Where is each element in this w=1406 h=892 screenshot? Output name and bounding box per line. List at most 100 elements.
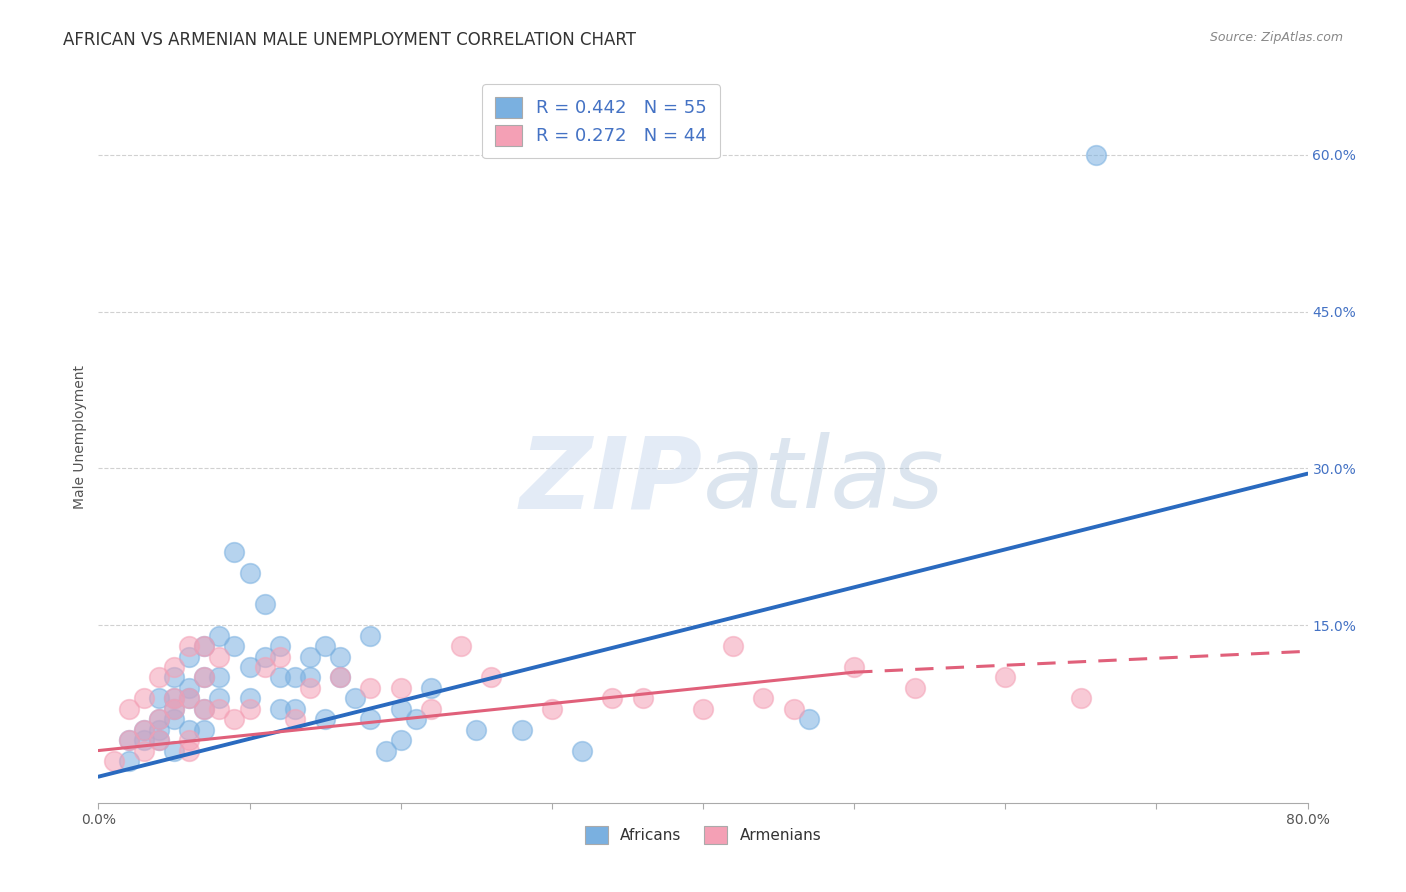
Point xyxy=(208,649,231,664)
Point xyxy=(269,670,291,684)
Point xyxy=(179,681,201,695)
Point xyxy=(389,681,412,695)
Point xyxy=(148,691,170,706)
Point xyxy=(314,712,336,726)
Point xyxy=(602,691,624,706)
Point xyxy=(224,712,246,726)
Point xyxy=(239,660,262,674)
Text: AFRICAN VS ARMENIAN MALE UNEMPLOYMENT CORRELATION CHART: AFRICAN VS ARMENIAN MALE UNEMPLOYMENT CO… xyxy=(63,31,637,49)
Point xyxy=(844,660,866,674)
Text: ZIP: ZIP xyxy=(520,433,703,530)
Point xyxy=(193,639,215,653)
Point xyxy=(163,660,186,674)
Point xyxy=(132,723,155,737)
Point xyxy=(148,733,170,747)
Point xyxy=(904,681,927,695)
Point xyxy=(148,723,170,737)
Point xyxy=(723,639,745,653)
Point xyxy=(132,691,155,706)
Point xyxy=(269,649,291,664)
Point xyxy=(163,702,186,716)
Point xyxy=(344,691,367,706)
Point xyxy=(1085,148,1108,162)
Point xyxy=(163,670,186,684)
Point xyxy=(193,670,215,684)
Point xyxy=(314,639,336,653)
Point xyxy=(179,639,201,653)
Point xyxy=(179,723,201,737)
Point xyxy=(360,629,382,643)
Point xyxy=(208,670,231,684)
Legend: Africans, Armenians: Africans, Armenians xyxy=(579,820,827,850)
Point xyxy=(148,670,170,684)
Point xyxy=(163,743,186,757)
Point xyxy=(329,670,352,684)
Point xyxy=(208,691,231,706)
Point xyxy=(389,702,412,716)
Point xyxy=(118,702,141,716)
Point xyxy=(193,702,215,716)
Point xyxy=(148,712,170,726)
Point xyxy=(118,754,141,768)
Point xyxy=(540,702,562,716)
Point xyxy=(224,639,246,653)
Point xyxy=(465,723,488,737)
Text: atlas: atlas xyxy=(703,433,945,530)
Point xyxy=(103,754,125,768)
Point xyxy=(374,743,396,757)
Point xyxy=(179,649,201,664)
Point xyxy=(253,649,276,664)
Point xyxy=(329,670,352,684)
Point xyxy=(450,639,472,653)
Point xyxy=(179,743,201,757)
Point xyxy=(631,691,654,706)
Point xyxy=(284,702,307,716)
Point xyxy=(132,723,155,737)
Point xyxy=(783,702,806,716)
Point xyxy=(692,702,714,716)
Point xyxy=(118,733,141,747)
Point xyxy=(360,712,382,726)
Point xyxy=(179,691,201,706)
Point xyxy=(193,702,215,716)
Text: Source: ZipAtlas.com: Source: ZipAtlas.com xyxy=(1209,31,1343,45)
Point xyxy=(239,691,262,706)
Point xyxy=(510,723,533,737)
Point xyxy=(208,629,231,643)
Point xyxy=(239,702,262,716)
Point xyxy=(481,670,503,684)
Point xyxy=(299,649,322,664)
Y-axis label: Male Unemployment: Male Unemployment xyxy=(73,365,87,509)
Point xyxy=(253,660,276,674)
Point xyxy=(405,712,427,726)
Point xyxy=(163,691,186,706)
Point xyxy=(284,712,307,726)
Point xyxy=(193,639,215,653)
Point xyxy=(163,702,186,716)
Point xyxy=(360,681,382,695)
Point xyxy=(1070,691,1092,706)
Point xyxy=(994,670,1017,684)
Point xyxy=(148,733,170,747)
Point xyxy=(193,723,215,737)
Point xyxy=(239,566,262,580)
Point xyxy=(420,681,443,695)
Point xyxy=(752,691,775,706)
Point xyxy=(571,743,593,757)
Point xyxy=(797,712,820,726)
Point xyxy=(132,733,155,747)
Point xyxy=(420,702,443,716)
Point xyxy=(253,597,276,611)
Point xyxy=(284,670,307,684)
Point xyxy=(299,670,322,684)
Point xyxy=(193,670,215,684)
Point xyxy=(179,733,201,747)
Point xyxy=(179,691,201,706)
Point xyxy=(208,702,231,716)
Point xyxy=(148,712,170,726)
Point xyxy=(132,743,155,757)
Point xyxy=(269,702,291,716)
Point xyxy=(329,649,352,664)
Point xyxy=(269,639,291,653)
Point xyxy=(224,545,246,559)
